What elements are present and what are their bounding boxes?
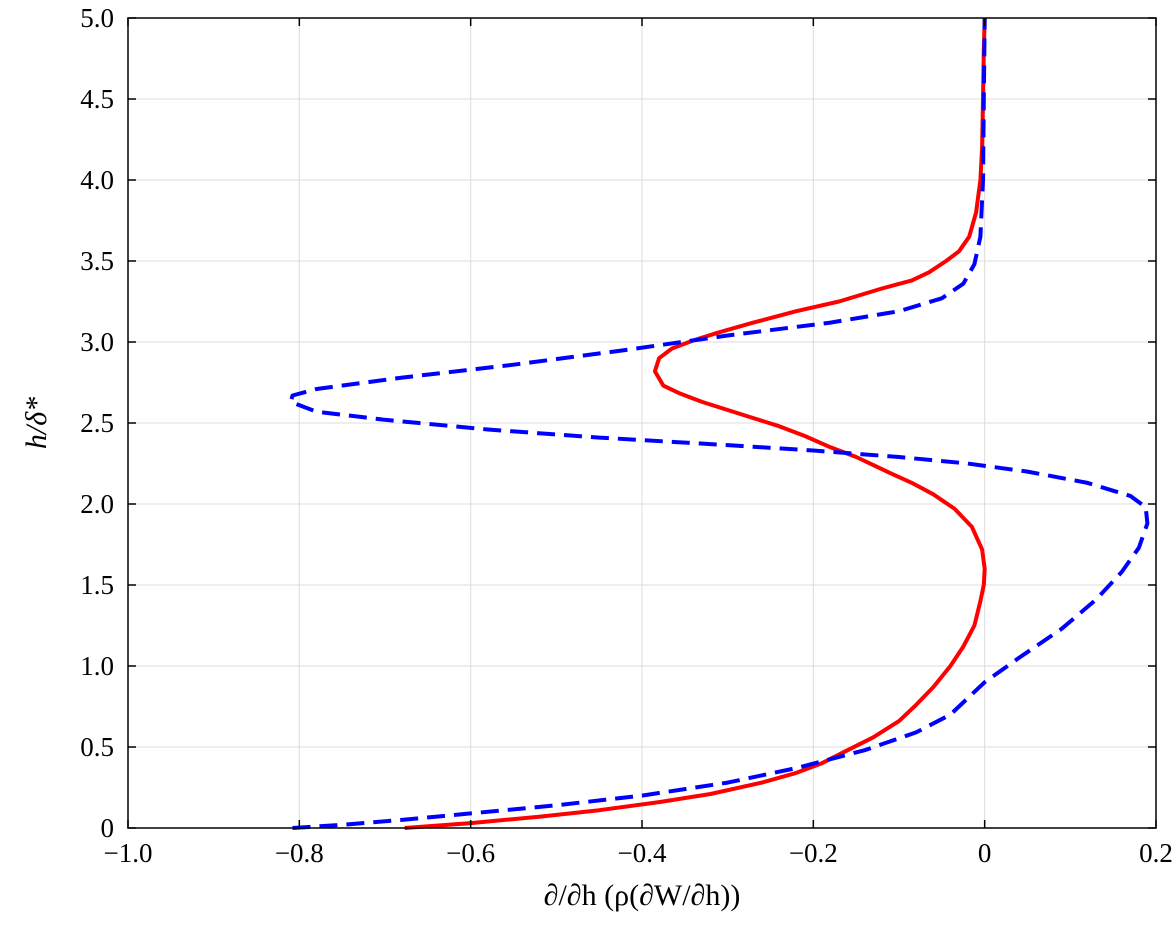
y-tick-label: 0.5: [80, 732, 114, 762]
y-tick-label: 1.5: [80, 570, 114, 600]
dashed-series-line: [288, 17, 1150, 830]
y-tick-label: 2.0: [80, 489, 114, 519]
x-tick-label: −0.4: [618, 838, 667, 868]
y-tick-label: 0: [101, 813, 115, 843]
y-tick-label: 4.0: [80, 165, 114, 195]
x-tick-label: 0.2: [1139, 838, 1173, 868]
x-axis-label: ∂/∂h (ρ(∂W/∂h)): [544, 879, 741, 912]
y-tick-label: 3.5: [80, 246, 114, 276]
x-tick-label: −1.0: [104, 838, 153, 868]
y-axis-label: h/δ*: [20, 397, 53, 449]
y-tick-label: 2.5: [80, 408, 114, 438]
y-tick-label: 1.0: [80, 651, 114, 681]
y-tick-label: 4.5: [80, 84, 114, 114]
grid-lines: [127, 17, 1157, 829]
axis-ticks: [127, 17, 1157, 829]
y-tick-labels: 0 0.5 1.0 1.5 2.0 2.5 3.0 3.5 4.0 4.5 5.0: [80, 3, 114, 843]
y-tick-label: 5.0: [80, 3, 114, 33]
x-tick-labels: −1.0 −0.8 −0.6 −0.4 −0.2 0 0.2: [104, 838, 1173, 868]
x-tick-label: −0.8: [275, 838, 324, 868]
x-tick-label: −0.6: [446, 838, 495, 868]
x-tick-label: 0: [978, 838, 992, 868]
plot-series: [288, 17, 1150, 830]
y-tick-label: 3.0: [80, 327, 114, 357]
x-tick-label: −0.2: [789, 838, 838, 868]
